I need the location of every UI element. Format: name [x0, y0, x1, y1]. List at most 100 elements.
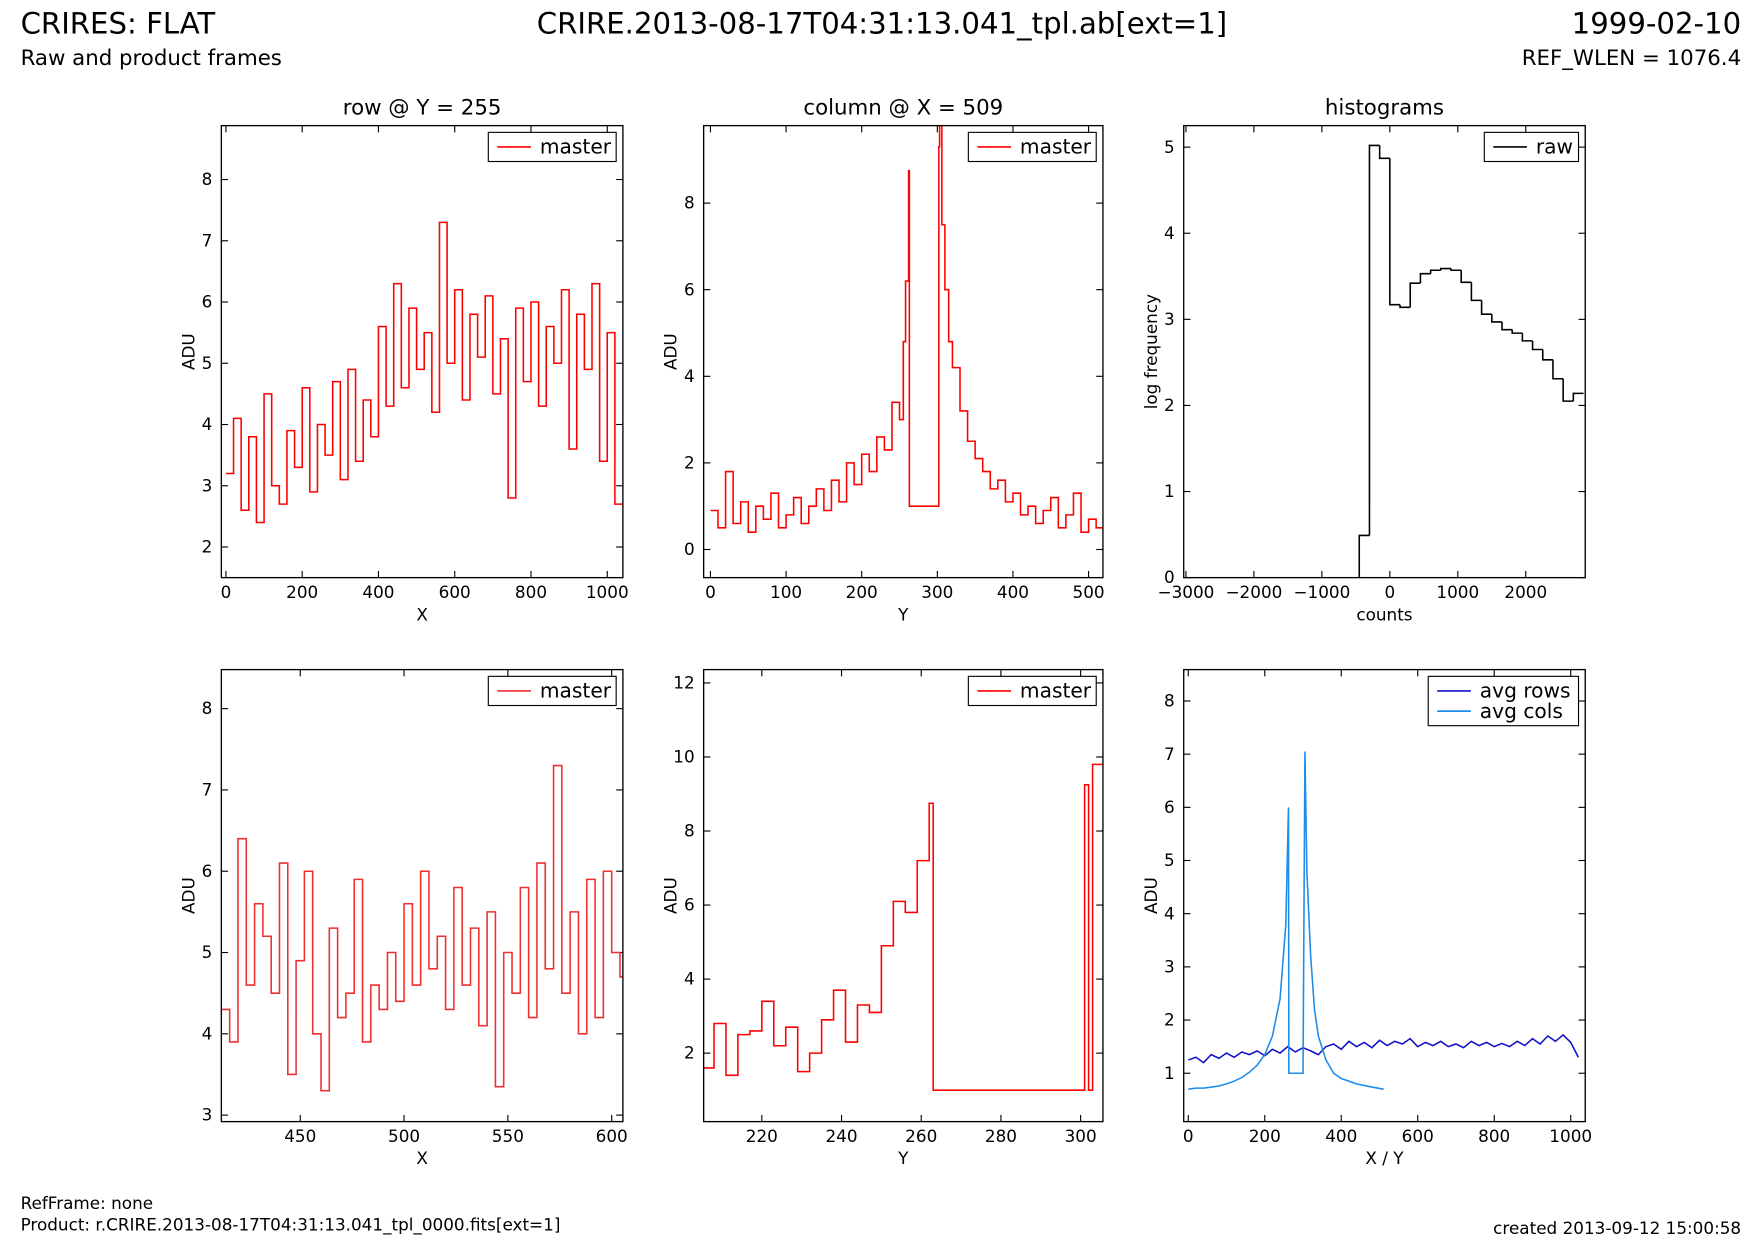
- x-tick-label: 0: [705, 582, 716, 602]
- legend-label: master: [540, 135, 612, 159]
- axes-frame: [1183, 668, 1586, 1123]
- y-tick-label: 4: [1164, 223, 1175, 243]
- y-tick-label: 2: [684, 453, 695, 473]
- histogram-bin: [1562, 378, 1574, 402]
- y-axis-label: ADU: [661, 333, 681, 370]
- y-tick-label: 0: [1164, 567, 1175, 587]
- x-tick-label: 1000: [586, 582, 629, 602]
- panel: column @ X = 509 Y ADU 0 100 200 300 400 500 0 2 4 6…: [661, 95, 1105, 624]
- y-tick-label: 2: [1164, 1010, 1175, 1030]
- legend-label: raw: [1536, 135, 1573, 159]
- file-name: CRIRE.2013-08-17T04:31:13.041_tpl.ab[ext…: [537, 7, 1227, 41]
- x-tick-label: 100: [770, 582, 802, 602]
- y-tick-label: 5: [1164, 137, 1175, 157]
- x-tick-label: 240: [825, 1126, 857, 1146]
- y-tick-label: 7: [202, 230, 213, 250]
- created: created 2013-09-12 15:00:58: [1493, 1218, 1741, 1238]
- x-tick-label: 260: [905, 1126, 937, 1146]
- y-tick-label: 0: [684, 539, 695, 559]
- y-tick-label: 8: [202, 169, 213, 189]
- series-line: [1188, 751, 1384, 1090]
- y-tick-label: 6: [202, 292, 213, 312]
- histogram-bin: [1470, 282, 1482, 302]
- histogram-bin: [1440, 267, 1452, 271]
- x-tick-label: 400: [362, 582, 394, 602]
- series-line: [225, 221, 623, 524]
- date: 1999-02-10: [1572, 7, 1741, 41]
- axes-frame: [702, 124, 1104, 579]
- y-tick-label: 4: [684, 969, 695, 989]
- y-axis-label: ADU: [178, 877, 198, 914]
- y-axis-label: ADU: [178, 333, 198, 370]
- y-tick-label: 6: [202, 861, 213, 881]
- histogram-bin: [1491, 314, 1502, 323]
- y-tick-label: 3: [202, 475, 213, 495]
- x-tick-label: 600: [439, 582, 471, 602]
- y-tick-label: 4: [1164, 903, 1175, 923]
- y-tick-label: 1: [1164, 1063, 1175, 1083]
- x-axis-label: Y: [897, 604, 909, 624]
- histogram-bin: [1460, 270, 1472, 284]
- y-tick-label: 5: [202, 942, 213, 962]
- legend-label: master: [1020, 135, 1092, 159]
- y-tick-label: 4: [202, 1023, 213, 1043]
- x-tick-label: 200: [846, 582, 878, 602]
- x-tick-label: 300: [1065, 1126, 1097, 1146]
- y-tick-label: 8: [202, 698, 213, 718]
- y-tick-label: 7: [202, 780, 213, 800]
- histogram-bin: [1541, 349, 1553, 361]
- x-tick-label: 1000: [1436, 582, 1479, 602]
- x-tick-label: 400: [1325, 1126, 1357, 1146]
- plot-area: [1358, 144, 1584, 578]
- legend: master: [487, 131, 617, 163]
- x-tick-label: 400: [997, 582, 1029, 602]
- legend-label: master: [540, 679, 612, 703]
- panel: X ADU 450 500 550 600 3 4 5 6 7 8 master: [178, 668, 628, 1168]
- y-tick-label: 6: [684, 279, 695, 299]
- histogram-bin: [1521, 333, 1533, 342]
- series-line: [1188, 1033, 1580, 1064]
- x-tick-label: 200: [286, 582, 318, 602]
- histogram-bin: [1552, 359, 1564, 380]
- axes-frame: [220, 124, 624, 579]
- y-tick-label: 1: [1164, 481, 1175, 501]
- panel-title: row @ Y = 255: [343, 95, 502, 120]
- axes-frame: [702, 668, 1104, 1123]
- x-axis-label: X: [416, 604, 428, 624]
- legend: master: [487, 675, 617, 707]
- histogram-bin: [1358, 534, 1370, 578]
- page-subtitle: Raw and product frames: [21, 46, 282, 71]
- x-tick-label: 600: [1402, 1126, 1434, 1146]
- plot-area: [1188, 751, 1580, 1090]
- x-tick-label: 600: [596, 1126, 628, 1146]
- x-tick-label: 800: [515, 582, 547, 602]
- legend-box: [967, 675, 1097, 707]
- series-line: [703, 763, 1103, 1091]
- x-axis-label: X / Y: [1365, 1148, 1404, 1168]
- y-tick-label: 6: [684, 895, 695, 915]
- panel: Y ADU 220 240 260 280 300 2 4 6 8 10 12 master: [661, 668, 1104, 1168]
- y-tick-label: 3: [1164, 956, 1175, 976]
- legend-label: avg cols: [1480, 699, 1563, 723]
- x-tick-label: 550: [492, 1126, 524, 1146]
- x-tick-label: 500: [1073, 582, 1105, 602]
- y-tick-label: 6: [1164, 797, 1175, 817]
- series-line: [710, 125, 1103, 533]
- x-tick-label: 200: [1249, 1126, 1281, 1146]
- x-axis-label: Y: [897, 1148, 909, 1168]
- y-tick-label: 8: [684, 193, 695, 213]
- histogram-bin: [1378, 145, 1390, 160]
- panel-title: histograms: [1325, 95, 1444, 120]
- y-tick-label: 7: [1164, 744, 1175, 764]
- x-tick-label: −1000: [1293, 582, 1350, 602]
- histogram-bin: [1409, 282, 1421, 308]
- histogram-bin: [1399, 304, 1411, 309]
- histogram-bin: [1501, 321, 1513, 331]
- x-tick-label: 500: [388, 1126, 420, 1146]
- series-line: [221, 764, 623, 1092]
- y-tick-label: 2: [684, 1043, 695, 1063]
- y-tick-label: 4: [684, 366, 695, 386]
- histogram-bin: [1389, 158, 1401, 306]
- legend: raw: [1483, 131, 1580, 163]
- histogram-bin: [1531, 340, 1543, 351]
